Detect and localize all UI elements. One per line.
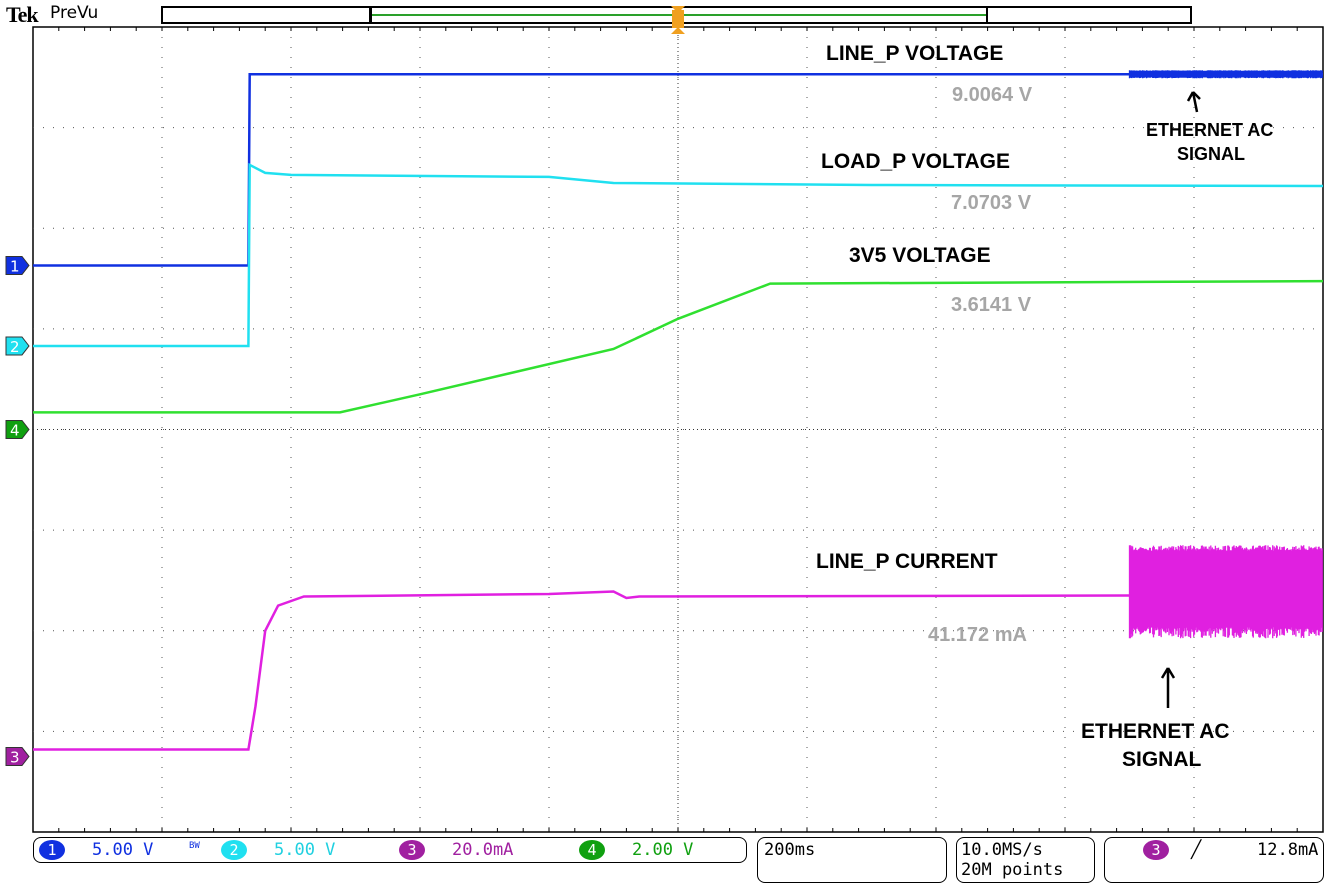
trigger-position-box (672, 10, 684, 28)
timebase-panel[interactable]: 200ms (757, 837, 947, 883)
svg-text:4: 4 (10, 422, 20, 440)
ch3-badge: 3 (399, 840, 425, 860)
ch3-scale: 20.0mA (452, 840, 514, 860)
acquisition-mode: PreVu (50, 3, 99, 23)
trace-ch3 (33, 590, 1130, 751)
annotation-line-p-voltage: LINE_P VOLTAGE (826, 42, 1004, 65)
annotation-ethernet-2-line1: ETHERNET AC (1081, 720, 1230, 743)
ac-signal-ch1 (1128, 70, 1323, 79)
tek-logo: Tek (6, 2, 39, 27)
rising-edge-icon: ╱ (1191, 840, 1202, 860)
svg-text:3: 3 (10, 749, 20, 767)
svg-text:1: 1 (10, 257, 20, 275)
measurement-line-p-voltage: 9.0064 V (952, 84, 1033, 106)
annotation-3v5-voltage: 3V5 VOLTAGE (849, 244, 991, 267)
record-view-window[interactable] (369, 6, 988, 24)
channel-scale-panel[interactable]: 1 5.00 V BW 2 5.00 V 3 20.0mA 4 2.00 V (33, 837, 747, 863)
trace-ch2 (33, 162, 1324, 348)
annotation-ethernet-1-line2: SIGNAL (1177, 144, 1246, 164)
ch1-scale: 5.00 V (92, 840, 154, 860)
measurement-line-p-current: 41.172 mA (928, 624, 1027, 646)
annotation-ethernet-1-line1: ETHERNET AC (1146, 120, 1274, 140)
ch4-scale: 2.00 V (632, 840, 694, 860)
annotation-load-p-voltage: LOAD_P VOLTAGE (821, 150, 1011, 173)
ac-signal-ch3 (1128, 545, 1323, 639)
trace-ch4 (33, 279, 1324, 414)
annotation-line-p-current: LINE_P CURRENT (816, 550, 998, 573)
bandwidth-limit-indicator: BW (189, 841, 200, 851)
ch2-badge: 2 (221, 840, 247, 860)
channel-1-ground-marker: 1 (5, 255, 30, 275)
record-length: 20M points (961, 860, 1064, 880)
trace-ch1 (33, 73, 1323, 267)
trigger-level: 12.8mA (1257, 840, 1319, 860)
timebase-value: 200ms (764, 840, 816, 860)
trigger-source-badge: 3 (1143, 840, 1169, 860)
arrow-ethernet-2 (1160, 667, 1176, 708)
arrow-ethernet-1 (1186, 91, 1201, 113)
annotation-ethernet-2-line2: SIGNAL (1122, 748, 1202, 771)
trigger-panel[interactable]: 3 ╱ 12.8mA (1104, 837, 1324, 883)
channel-4-ground-marker: 4 (5, 420, 30, 440)
acquisition-panel[interactable]: 10.0MS/s 20M points (956, 837, 1095, 883)
sample-rate: 10.0MS/s (961, 840, 1043, 860)
measurement-load-p-voltage: 7.0703 V (951, 192, 1032, 214)
ch1-badge: 1 (39, 840, 65, 860)
ch4-badge: 4 (579, 840, 605, 860)
measurement-3v5-voltage: 3.6141 V (951, 294, 1032, 316)
channel-2-ground-marker: 2 (5, 336, 30, 356)
svg-text:2: 2 (10, 338, 20, 356)
ch2-scale: 5.00 V (274, 840, 336, 860)
channel-3-ground-marker: 3 (5, 747, 30, 767)
